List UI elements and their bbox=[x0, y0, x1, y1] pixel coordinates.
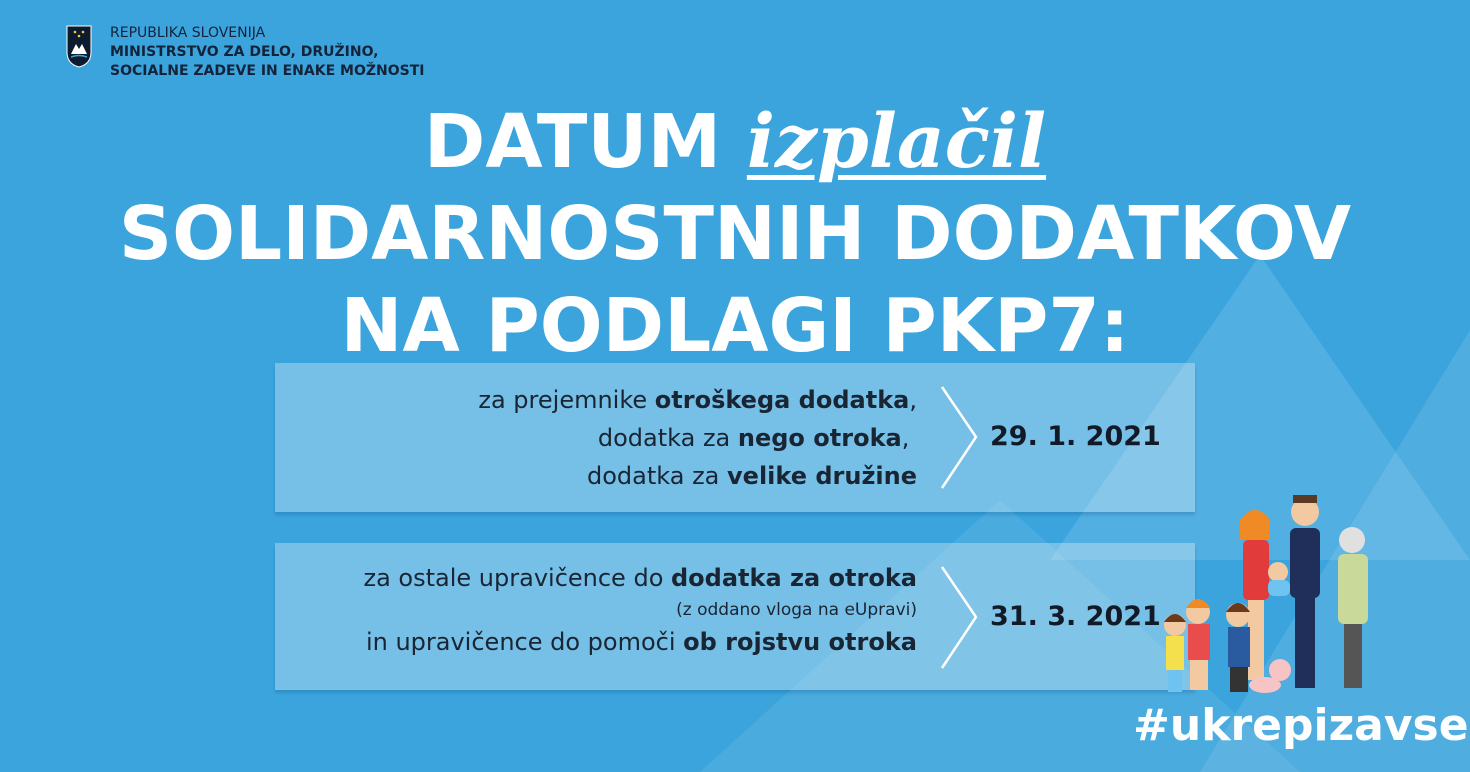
header-line-2: MINISTRSTVO ZA DELO, DRUŽINO, bbox=[110, 44, 379, 60]
coat-of-arms-icon bbox=[66, 25, 92, 68]
row-2-description: za ostale upravičence do dodatka za otro… bbox=[363, 564, 918, 656]
payment-row-1: za prejemnike otroškega dodatka, dodatka… bbox=[275, 363, 1195, 512]
main-title: DATUM izplačil SOLIDARNOSTNIH DODATKOV N… bbox=[0, 96, 1470, 372]
row-2-note: (z oddano vloga na eUpravi) bbox=[676, 600, 917, 620]
chevron-right-icon bbox=[940, 566, 978, 669]
header-line-3: SOCIALNE ZADEVE IN ENAKE MOŽNOSTI bbox=[110, 63, 425, 79]
campaign-hashtag: #ukrepizavse bbox=[1133, 700, 1469, 751]
payment-row-2: za ostale upravičence do dodatka za otro… bbox=[275, 543, 1195, 690]
header-line-1: REPUBLIKA SLOVENIJA bbox=[110, 25, 266, 41]
row-1-description: za prejemnike otroškega dodatka, dodatka… bbox=[478, 386, 917, 490]
title-line2: SOLIDARNOSTNIH DODATKOV bbox=[118, 191, 1352, 277]
row-1-date: 29. 1. 2021 bbox=[990, 421, 1161, 452]
title-line3: NA PODLAGI PKP7: bbox=[340, 283, 1130, 369]
title-accent: izplačil bbox=[746, 99, 1047, 185]
family-illustration bbox=[1164, 495, 1368, 693]
row-2-date: 31. 3. 2021 bbox=[990, 601, 1161, 632]
chevron-right-icon bbox=[940, 386, 978, 489]
title-word1: DATUM bbox=[423, 99, 722, 185]
ministry-header: REPUBLIKA SLOVENIJA MINISTRSTVO ZA DELO,… bbox=[66, 24, 424, 81]
